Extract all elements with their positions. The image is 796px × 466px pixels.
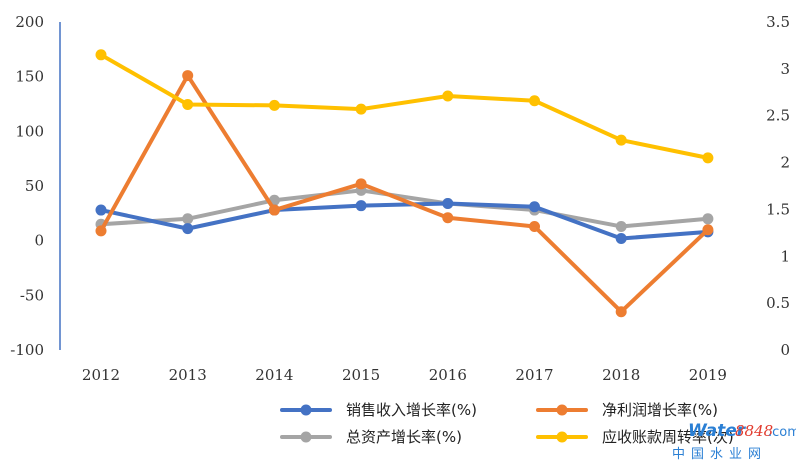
right-y-tick-label: 2 <box>780 154 790 172</box>
left-y-tick-label: -100 <box>10 341 44 359</box>
series-0-point <box>615 232 627 244</box>
series-0-point <box>95 204 107 216</box>
series-1-point <box>182 70 194 82</box>
watermark-text-com: .com <box>768 425 796 440</box>
left-y-tick-label: 50 <box>25 177 44 195</box>
legend-swatch-marker <box>556 404 568 416</box>
right-y-tick-label: 1 <box>780 247 790 265</box>
series-3-line <box>99 52 710 160</box>
series-3-point <box>355 103 367 115</box>
x-tick-label: 2015 <box>342 366 380 384</box>
x-tick-label: 2018 <box>602 366 640 384</box>
right-y-axis-ticks: 3.5 3 2.5 2 1.5 1 0.5 0 <box>766 13 790 359</box>
left-y-tick-label: 0 <box>34 232 44 250</box>
series-0-line <box>99 201 710 241</box>
series-3 <box>95 49 714 164</box>
watermark-text-water: Water <box>688 421 747 441</box>
watermark-logo: Water 8848 .com 中国水业网 <box>672 421 796 462</box>
series-3-point <box>702 152 714 164</box>
legend-swatch-marker <box>300 404 312 416</box>
series-3-point <box>95 49 107 61</box>
x-tick-label: 2019 <box>689 366 727 384</box>
series-0-point <box>442 197 454 209</box>
series-1-point <box>355 178 367 190</box>
legend-swatch-marker <box>556 431 568 443</box>
series-3-point <box>442 90 454 102</box>
series-2-line <box>99 188 710 229</box>
left-y-tick-label: 100 <box>15 122 44 140</box>
series-1 <box>95 70 714 318</box>
series-1-point <box>702 224 714 236</box>
x-tick-label: 2014 <box>255 366 293 384</box>
series-3-point <box>615 134 627 146</box>
series-layer <box>95 49 714 318</box>
series-2-point <box>702 213 714 225</box>
watermark-text-number: 8848 <box>735 422 773 440</box>
right-y-tick-label: 1.5 <box>766 200 790 218</box>
series-1-line <box>99 73 710 314</box>
series-1-point <box>95 225 107 237</box>
right-y-tick-label: 3.5 <box>766 13 790 31</box>
legend-item-0: 销售收入增长率(%) <box>280 401 477 419</box>
legend-label: 销售收入增长率(%) <box>346 401 477 419</box>
right-y-tick-label: 3 <box>780 60 790 78</box>
x-tick-label: 2016 <box>429 366 467 384</box>
legend-label: 总资产增长率(%) <box>346 428 462 446</box>
watermark-text-sub: 中国水业网 <box>672 447 767 462</box>
legend-item-1: 净利润增长率(%) <box>536 401 718 419</box>
series-3-point <box>268 99 280 111</box>
series-0-point <box>355 200 367 212</box>
x-tick-label: 2013 <box>169 366 207 384</box>
legend-label: 净利润增长率(%) <box>602 401 718 419</box>
x-tick-label: 2017 <box>515 366 553 384</box>
series-3-point <box>182 98 194 110</box>
legend: 销售收入增长率(%) 净利润增长率(%) 总资产增长率(%) 应收账款周转率(次) <box>280 401 734 446</box>
series-1-point <box>442 212 454 224</box>
series-0-point <box>529 201 540 213</box>
series-1-point <box>268 204 280 216</box>
legend-item-2: 总资产增长率(%) <box>280 428 462 446</box>
series-2-point <box>182 213 194 225</box>
legend-swatch-marker <box>300 431 312 443</box>
left-y-tick-label: 150 <box>15 68 44 86</box>
series-1-point <box>615 306 627 318</box>
left-y-tick-label: -50 <box>20 286 44 304</box>
series-1-point <box>529 220 540 232</box>
right-y-tick-label: 0 <box>780 341 790 359</box>
x-axis-ticks: 2012 2013 2014 2015 2016 2017 2018 2019 <box>82 366 727 384</box>
right-y-tick-label: 0.5 <box>766 294 790 312</box>
series-3-point <box>529 95 540 107</box>
left-y-tick-label: 200 <box>15 13 44 31</box>
legend-label: 应收账款周转率(次) <box>602 428 734 446</box>
series-0-point <box>182 223 194 235</box>
x-tick-label: 2012 <box>82 366 120 384</box>
right-y-tick-label: 2.5 <box>766 107 790 125</box>
legend-item-3: 应收账款周转率(次) <box>536 428 734 446</box>
left-y-axis-ticks: 200 150 100 50 0 -50 -100 <box>10 13 44 359</box>
series-2-point <box>615 220 627 232</box>
